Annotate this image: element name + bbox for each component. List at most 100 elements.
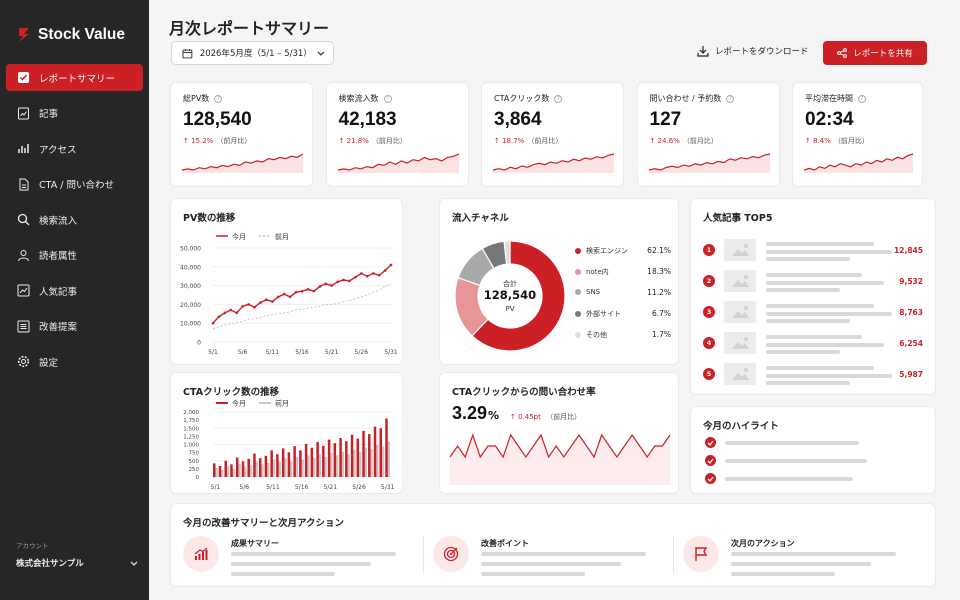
bar-previous xyxy=(295,456,299,477)
donut-slice xyxy=(503,240,511,265)
legend-label-current: 今月 xyxy=(232,232,246,241)
legend-item: 外部サイト xyxy=(575,309,621,319)
top5-item[interactable]: 4 6,254 xyxy=(703,332,923,354)
sidebar-item-search[interactable]: 検索流入 xyxy=(6,206,143,233)
summary-section-title: 成果サマリー xyxy=(231,539,279,548)
title-placeholder xyxy=(766,335,862,339)
sidebar-item-users[interactable]: 読者属性 xyxy=(6,242,143,269)
data-point xyxy=(229,308,233,312)
calendar-icon xyxy=(182,48,193,58)
data-point xyxy=(377,273,381,277)
highlight-text-placeholder xyxy=(725,441,859,445)
brand-logo[interactable]: Stock Value xyxy=(16,26,125,44)
kpi-card: 平均滞在時間? 02:34 ↑ 8.4% （前月比） xyxy=(792,82,923,187)
top5-item[interactable]: 1 12,845 xyxy=(703,239,923,261)
bar-previous xyxy=(289,460,293,477)
date-range-select[interactable]: 2026年5月度（5/1 – 5/31） xyxy=(171,41,334,65)
check-circle-icon xyxy=(705,455,716,466)
summary-section-title: 次月のアクション xyxy=(731,539,795,548)
top5-card: 人気記事 TOP5 1 12,845 2 9,532 3 8,763 4 6,254 5 5,98… xyxy=(690,198,936,395)
summary-text-placeholder xyxy=(231,552,396,556)
sidebar-item-label: 設定 xyxy=(39,357,59,369)
download-report-button[interactable]: レポートをダウンロード xyxy=(697,45,809,57)
kpi-value: 127 xyxy=(649,109,682,130)
x-tick-label: 5/21 xyxy=(325,349,339,356)
bar-previous xyxy=(318,454,322,477)
legend-label-previous: 前月 xyxy=(275,399,289,408)
sidebar-item-bar-chart[interactable]: アクセス xyxy=(6,135,143,162)
kpi-value: 02:34 xyxy=(805,109,854,130)
legend-label: その他 xyxy=(586,331,607,339)
info-icon[interactable]: ? xyxy=(554,94,563,103)
title-placeholder xyxy=(766,257,850,261)
kpi-sparkline xyxy=(181,153,304,173)
bar-previous xyxy=(226,466,230,477)
y-tick-label: 500 xyxy=(189,459,200,465)
summary-text-placeholder xyxy=(231,572,335,576)
y-tick-label: 50,000 xyxy=(180,246,201,253)
kpi-label-text: 問い合わせ / 予約数 xyxy=(649,94,722,103)
summary-text-placeholder xyxy=(481,562,621,566)
y-tick-label: 30,000 xyxy=(180,283,201,290)
cta-legend: 今月 前月 xyxy=(216,399,289,408)
rank-badge: 5 xyxy=(703,368,715,380)
summary-text-placeholder xyxy=(731,552,896,556)
info-icon[interactable]: ? xyxy=(214,94,223,103)
bar-previous xyxy=(364,447,368,477)
bar-current xyxy=(379,428,383,477)
data-point xyxy=(348,279,351,283)
bar-current xyxy=(373,426,377,477)
sidebar-item-check-square[interactable]: レポートサマリー xyxy=(6,64,143,91)
cta-rate-change: ↑ 0.45pt （前月比） xyxy=(510,412,581,422)
sidebar-item-document-chart[interactable]: 記事 xyxy=(6,100,143,127)
x-tick-label: 5/11 xyxy=(266,484,280,491)
legend-label-previous: 前月 xyxy=(275,232,289,241)
sidebar-item-gear[interactable]: 設定 xyxy=(6,348,143,375)
top5-item[interactable]: 5 5,987 xyxy=(703,363,923,385)
page-title: 月次レポートサマリー xyxy=(169,19,330,38)
data-point xyxy=(354,275,357,279)
document-chart-icon xyxy=(18,107,29,119)
share-report-button[interactable]: レポートを共有 xyxy=(823,41,927,65)
top5-item[interactable]: 2 9,532 xyxy=(703,270,923,292)
top5-item[interactable]: 3 8,763 xyxy=(703,301,923,323)
data-point xyxy=(259,301,262,304)
bar-current xyxy=(218,465,222,477)
cta-rate-value: 3.29 xyxy=(452,403,488,423)
checkmark-icon xyxy=(707,440,714,446)
kpi-label: 検索流入数? xyxy=(339,93,392,104)
bar-chart-icon xyxy=(18,144,29,153)
x-tick-label: 5/6 xyxy=(238,349,248,356)
bar-previous xyxy=(215,467,218,477)
sidebar-item-label: アクセス xyxy=(39,144,77,156)
account-label: アカウント xyxy=(16,542,49,550)
bar-current xyxy=(385,418,388,477)
info-icon[interactable]: ? xyxy=(858,94,866,103)
x-tick-label: 5/26 xyxy=(352,484,366,491)
bar-current xyxy=(333,443,337,477)
kpi-label: 問い合わせ / 予約数? xyxy=(650,93,735,104)
pv-trend-card: PV数の推移 今月 前月 0 10,000 20,000 30,000 40,000 50,0… xyxy=(170,198,403,365)
summary-text-placeholder xyxy=(481,552,646,556)
bar-current xyxy=(241,461,245,477)
info-icon[interactable]: ? xyxy=(726,94,735,103)
sidebar-item-trend-chart[interactable]: 人気記事 xyxy=(6,277,143,304)
top5-title: 人気記事 TOP5 xyxy=(703,213,773,224)
data-point xyxy=(360,272,363,275)
sparkline-line xyxy=(181,153,304,171)
account-section[interactable]: アカウント 株式会社サンプル xyxy=(16,540,138,569)
sidebar-item-list[interactable]: 改善提案 xyxy=(6,313,143,340)
sidebar-item-file[interactable]: CTA / 問い合わせ xyxy=(6,171,143,198)
y-tick-label: 40,000 xyxy=(180,264,201,271)
kpi-value: 128,540 xyxy=(183,109,252,130)
legend-value: 6.7% xyxy=(651,309,671,318)
x-tick-label: 5/31 xyxy=(381,484,395,491)
bar-previous xyxy=(232,468,235,477)
kpi-change-value: 18.7% xyxy=(502,137,525,145)
summary-text-placeholder xyxy=(231,562,371,566)
arrow-up-icon: ↑ xyxy=(649,137,658,145)
info-icon[interactable]: ? xyxy=(383,94,392,103)
title-placeholder xyxy=(766,312,892,316)
account-switcher[interactable]: 株式会社サンプル xyxy=(16,557,138,569)
legend-item: 検索エンジン xyxy=(575,246,628,256)
